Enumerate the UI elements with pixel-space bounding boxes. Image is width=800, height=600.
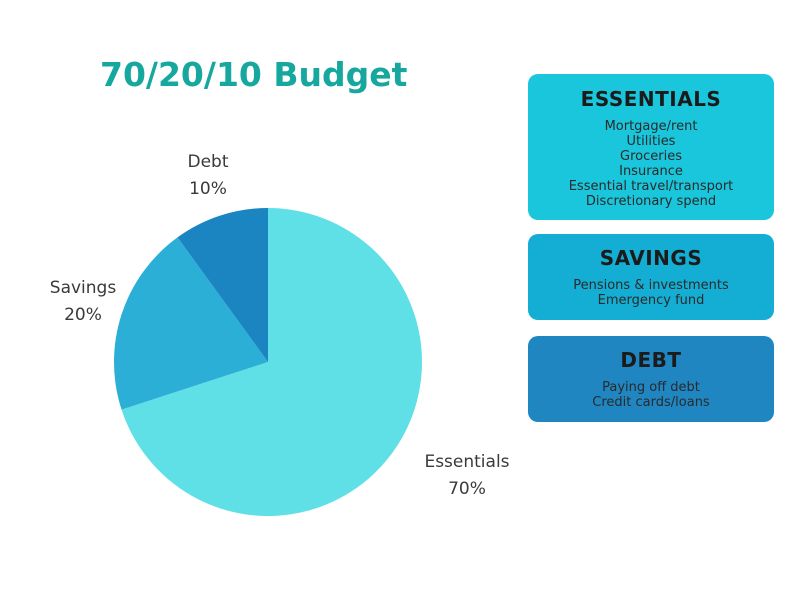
slice-label-essentials: Essentials <box>424 452 509 472</box>
essentials-item: Utilities <box>626 134 676 149</box>
savings-item: Pensions & investments <box>573 278 729 293</box>
slice-label-debt: Debt <box>187 152 228 172</box>
savings-item: Emergency fund <box>597 293 705 308</box>
essentials-item: Groceries <box>620 149 682 164</box>
debt-box-items: Paying off debt Credit cards/loans <box>528 380 774 410</box>
slice-value-essentials: 70% <box>448 479 486 499</box>
essentials-item: Discretionary spend <box>585 194 717 209</box>
essentials-box: ESSENTIALS Mortgage/rent Utilities Groce… <box>528 74 774 220</box>
savings-box-items: Pensions & investments Emergency fund <box>528 278 774 308</box>
essentials-box-title: ESSENTIALS <box>580 87 722 111</box>
savings-box-title: SAVINGS <box>599 246 703 270</box>
slice-label-savings: Savings <box>50 278 117 298</box>
debt-item: Credit cards/loans <box>592 395 710 410</box>
pie-slice-debt <box>177 208 268 362</box>
essentials-item: Insurance <box>619 164 683 179</box>
debt-box-title: DEBT <box>620 348 682 372</box>
pie-slice-essentials <box>121 208 423 516</box>
debt-box: DEBT Paying off debt Credit cards/loans <box>528 336 774 422</box>
pie-chart: Essentials 70% Savings 20% Debt 10% <box>50 152 510 516</box>
essentials-box-items: Mortgage/rent Utilities Groceries Insura… <box>528 119 774 209</box>
essentials-item: Mortgage/rent <box>604 119 698 134</box>
pie-slice-savings <box>113 237 268 410</box>
chart-title: 70/20/10 Budget <box>100 55 408 94</box>
essentials-item: Essential travel/transport <box>568 179 734 194</box>
savings-box: SAVINGS Pensions & investments Emergency… <box>528 234 774 320</box>
slice-value-savings: 20% <box>64 305 102 325</box>
slice-value-debt: 10% <box>189 179 227 199</box>
debt-item: Paying off debt <box>602 380 700 395</box>
